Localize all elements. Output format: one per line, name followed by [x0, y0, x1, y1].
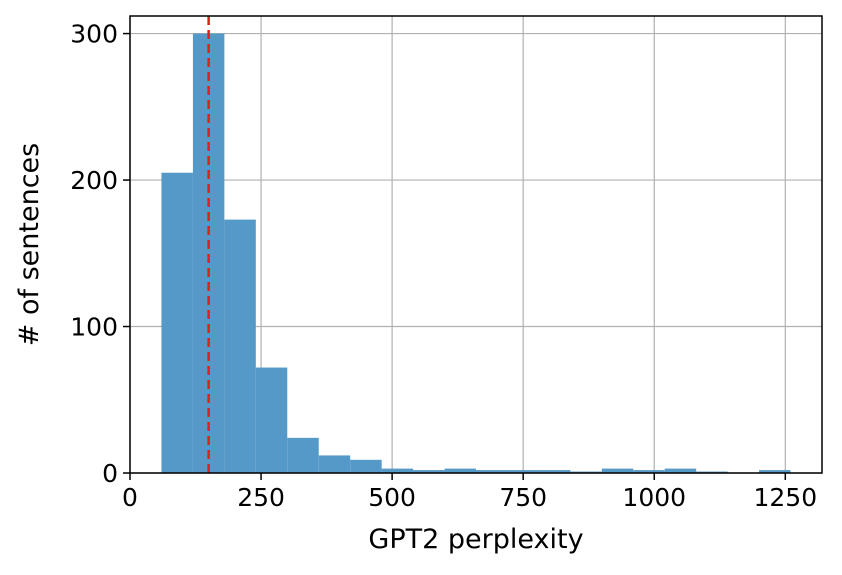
- x-tick-label: 1250: [753, 483, 817, 512]
- histogram-bar: [287, 437, 319, 473]
- histogram-bar: [538, 470, 571, 473]
- histogram-bar: [444, 468, 476, 473]
- histogram-bar: [601, 468, 634, 473]
- histogram-bar: [318, 455, 351, 473]
- x-tick-label: 0: [122, 483, 138, 512]
- histogram-bar: [161, 172, 193, 473]
- y-axis-label: # of sentences: [14, 143, 45, 346]
- y-tick-label: 300: [70, 20, 118, 49]
- histogram-bar: [413, 470, 445, 473]
- x-tick-label: 750: [499, 483, 547, 512]
- x-axis-label: GPT2 perplexity: [368, 524, 583, 555]
- histogram-bar: [664, 468, 697, 473]
- histogram-bar: [476, 470, 508, 473]
- y-tick-label: 0: [102, 459, 118, 488]
- histogram-bar: [759, 470, 791, 473]
- histogram-bar: [192, 33, 225, 473]
- x-tick-label: 1000: [622, 483, 686, 512]
- histogram-bar: [633, 470, 665, 473]
- y-tick-label: 100: [70, 313, 118, 342]
- histogram-bars: [161, 33, 791, 473]
- histogram-bar: [350, 459, 382, 473]
- histogram-bar: [381, 468, 414, 473]
- y-tick-label: 200: [70, 166, 118, 195]
- histogram-bar: [224, 219, 256, 473]
- axis-ticks: 0 250 500 750 1000 1250 0 100 200 300: [70, 20, 817, 512]
- histogram-bar: [507, 470, 539, 473]
- plot-frame: [129, 15, 823, 474]
- x-tick-label: 500: [368, 483, 416, 512]
- x-tick-label: 250: [237, 483, 285, 512]
- histogram-bar: [255, 367, 288, 473]
